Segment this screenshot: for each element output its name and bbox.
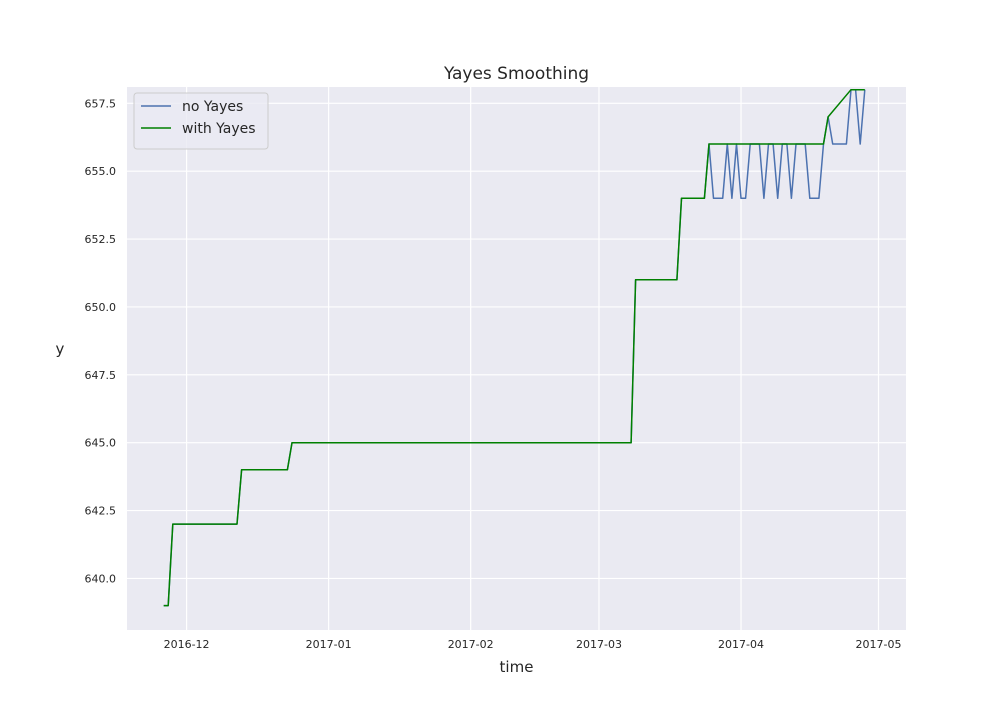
legend-label: with Yayes bbox=[182, 121, 256, 137]
y-tick-label: 652.5 bbox=[85, 233, 117, 246]
x-axis-label: time bbox=[500, 658, 534, 676]
series-line-with-yayes bbox=[163, 88, 865, 607]
grid bbox=[127, 87, 906, 630]
y-axis-label: y bbox=[56, 340, 65, 358]
y-tick-label: 640.0 bbox=[85, 572, 117, 585]
legend-box bbox=[133, 92, 269, 150]
legend-label: no Yayes bbox=[182, 99, 243, 115]
y-tick-label: 655.0 bbox=[85, 165, 117, 178]
chart-title: Yayes Smoothing bbox=[443, 64, 589, 84]
y-tick-label: 642.5 bbox=[85, 505, 117, 518]
y-tick-label: 650.0 bbox=[85, 301, 117, 314]
y-tick-labels: 640.0 642.5 645.0 647.5 650.0 652.5 655.0 657.5 bbox=[85, 97, 117, 585]
x-tick-labels: 2016-12 2017-01 2017-02 2017-03 2017-04 2017-… bbox=[164, 638, 902, 651]
x-tick-label: 2016-12 bbox=[164, 638, 210, 651]
x-tick-label: 2017-02 bbox=[448, 638, 494, 651]
x-tick-label: 2017-04 bbox=[718, 638, 764, 651]
y-tick-label: 657.5 bbox=[85, 97, 117, 110]
legend: no Yayes with Yayes bbox=[133, 92, 269, 150]
x-tick-label: 2017-03 bbox=[576, 638, 622, 651]
x-tick-label: 2017-05 bbox=[856, 638, 902, 651]
y-tick-label: 647.5 bbox=[85, 369, 117, 382]
y-tick-label: 645.0 bbox=[85, 437, 117, 450]
series-layer bbox=[163, 88, 866, 607]
x-tick-label: 2017-01 bbox=[306, 638, 352, 651]
